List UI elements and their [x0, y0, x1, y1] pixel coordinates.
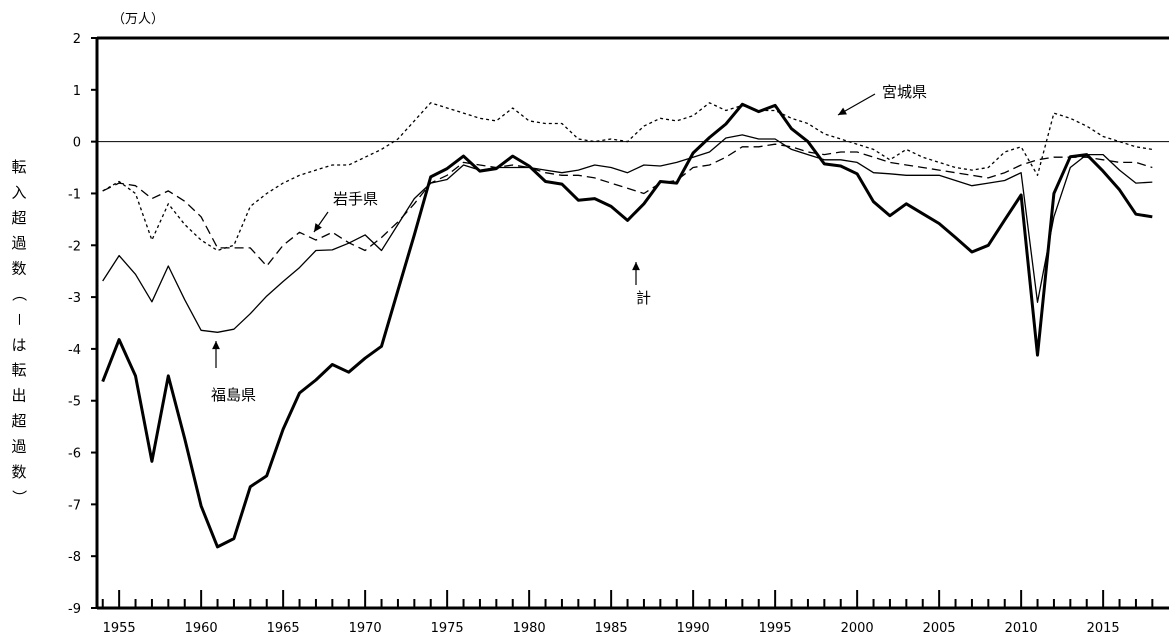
x-tick-label: 1975	[431, 621, 464, 636]
annotation-arrowhead	[314, 223, 322, 232]
y-axis-title-char: 超	[11, 209, 26, 227]
y-axis-title-char: （	[10, 286, 28, 301]
annotation-label: 計	[636, 289, 651, 307]
plot-area: 2 1 0 -1 -2 -3 -4 -5 -6 -7 -8 -9 1955 1960 1965 1970 197…	[68, 32, 1169, 636]
y-axis-title-char: 超	[11, 412, 26, 430]
annotation-label: 福島県	[211, 386, 256, 404]
y-unit-label: （万人）	[112, 12, 164, 27]
y-tick-label: -4	[68, 343, 81, 358]
x-tick-label: 2000	[841, 621, 874, 636]
y-tick-label: -5	[68, 395, 81, 410]
y-tick-label: -8	[68, 550, 81, 565]
x-tick-label: 1985	[595, 621, 628, 636]
series-line-宮城県	[102, 102, 1153, 252]
annotation-label: 岩手県	[333, 190, 378, 208]
y-tick-label: 1	[73, 84, 81, 99]
x-tick-label: 1970	[349, 621, 382, 636]
y-tick-label: -2	[68, 239, 81, 254]
x-tick-label: 1995	[759, 621, 792, 636]
y-axis-title-char: ）	[10, 490, 28, 505]
y-tick-label: -9	[68, 602, 81, 617]
annotation-arrowhead	[212, 341, 220, 350]
series-line-岩手県	[102, 143, 1153, 267]
y-axis-title-char: 数	[11, 260, 26, 278]
annotation-arrowhead	[838, 107, 847, 115]
y-axis-title-char: は	[11, 336, 26, 354]
x-tick-label: 1980	[513, 621, 546, 636]
x-tick-label: 2010	[1005, 621, 1038, 636]
y-tick-label: 2	[73, 32, 81, 47]
x-tick-label: 1955	[103, 621, 136, 636]
annotation-arrowhead	[632, 262, 640, 271]
y-axis-title-char: 過	[11, 437, 26, 455]
y-axis-title-char: －	[10, 312, 28, 327]
y-axis-title-char: 数	[11, 463, 26, 481]
annotation-label: 宮城県	[882, 83, 927, 101]
y-tick-label: -1	[68, 187, 81, 202]
y-axis-title-char: 出	[11, 387, 26, 405]
y-axis-title-char: 転	[11, 158, 26, 176]
x-tick-label: 1965	[267, 621, 300, 636]
y-axis-title-char: 入	[11, 183, 26, 201]
x-tick-label: 1960	[185, 621, 218, 636]
y-tick-label: -7	[68, 498, 81, 513]
y-axis-title-char: 過	[11, 234, 26, 252]
x-tick-label: 2005	[923, 621, 956, 636]
y-axis-title-char: 転	[11, 361, 26, 379]
y-tick-label: -3	[68, 291, 81, 306]
x-tick-label: 2015	[1087, 621, 1120, 636]
series-line-福島県	[102, 134, 1153, 333]
x-tick-label: 1990	[677, 621, 710, 636]
y-tick-label: 0	[73, 136, 81, 151]
y-tick-label: -6	[68, 447, 81, 462]
series-line-計	[101, 102, 1153, 549]
